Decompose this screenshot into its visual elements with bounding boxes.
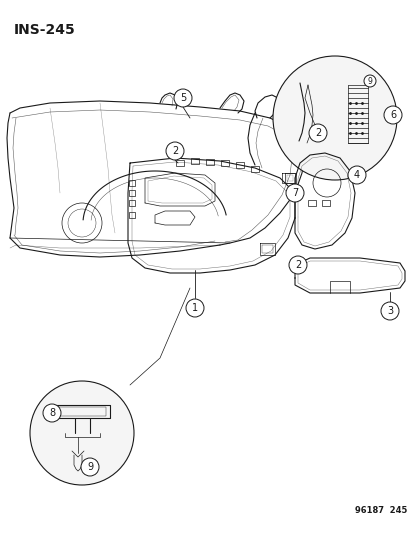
Text: 2: 2 bbox=[314, 128, 320, 138]
Text: 96187  245: 96187 245 bbox=[354, 506, 406, 515]
Bar bbox=[321, 200, 329, 206]
Circle shape bbox=[308, 124, 326, 142]
Circle shape bbox=[166, 142, 183, 160]
Circle shape bbox=[185, 299, 204, 317]
Bar bbox=[250, 166, 259, 172]
Text: 8: 8 bbox=[49, 408, 55, 418]
Text: 4: 4 bbox=[353, 170, 359, 180]
Circle shape bbox=[288, 256, 306, 274]
Bar bbox=[129, 212, 135, 218]
Text: 9: 9 bbox=[87, 462, 93, 472]
Circle shape bbox=[43, 404, 61, 422]
Bar bbox=[129, 200, 135, 206]
Circle shape bbox=[380, 302, 398, 320]
Bar bbox=[221, 160, 228, 166]
Circle shape bbox=[347, 166, 365, 184]
Text: 5: 5 bbox=[179, 93, 186, 103]
Bar bbox=[176, 160, 183, 166]
Circle shape bbox=[81, 458, 99, 476]
Text: 2: 2 bbox=[294, 260, 300, 270]
Circle shape bbox=[363, 75, 375, 87]
Text: INS-245: INS-245 bbox=[14, 23, 76, 37]
Circle shape bbox=[285, 184, 303, 202]
Text: 1: 1 bbox=[192, 303, 197, 313]
Circle shape bbox=[173, 89, 192, 107]
Bar bbox=[129, 190, 135, 196]
Bar bbox=[206, 159, 214, 165]
Text: 7: 7 bbox=[291, 188, 297, 198]
Text: 9: 9 bbox=[367, 77, 372, 85]
Text: 3: 3 bbox=[386, 306, 392, 316]
Bar bbox=[190, 158, 199, 164]
Text: 2: 2 bbox=[171, 146, 178, 156]
Circle shape bbox=[30, 381, 134, 485]
Circle shape bbox=[272, 56, 396, 180]
Circle shape bbox=[383, 106, 401, 124]
Bar bbox=[307, 200, 315, 206]
Bar bbox=[129, 180, 135, 186]
Text: 6: 6 bbox=[389, 110, 395, 120]
Bar bbox=[235, 162, 243, 168]
